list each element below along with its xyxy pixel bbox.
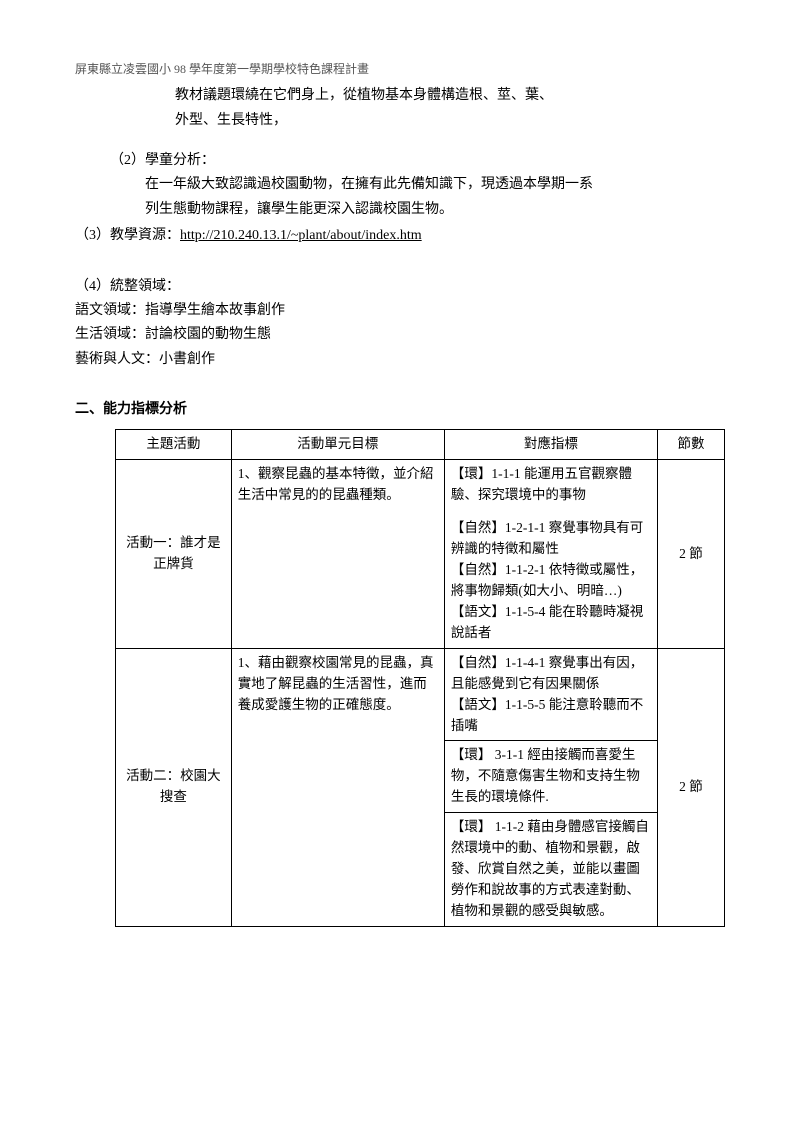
cell-indicator-2c: 【環】 1-1-2 藉由身體感官接觸自然環境中的動、植物和景觀，啟發、欣賞自然之… <box>444 813 657 927</box>
item-4-line-1: 生活領域：討論校園的動物生態 <box>75 324 725 346</box>
table-row: 活動二：校園大搜查 1、藉由觀察校園常見的昆蟲，真實地了解昆蟲的生活習性，進而養… <box>116 648 725 741</box>
item-3-label: （3）教學資源： <box>75 228 180 243</box>
cell-indicator-1: 【環】1-1-1 能運用五官觀察體驗、探究環境中的事物 【自然】1-2-1-1 … <box>444 460 657 648</box>
th-goal: 活動單元目標 <box>231 430 444 460</box>
page-header: 屏東縣立凌雲國小 98 學年度第一學期學校特色課程計畫 <box>75 60 725 79</box>
intro-line-2: 外型、生長特性， <box>75 110 725 132</box>
cell-topic-2: 活動二：校園大搜查 <box>116 648 232 926</box>
item-2-label: （2）學童分析： <box>110 150 725 172</box>
item-4-line-0: 語文領域：指導學生繪本故事創作 <box>75 300 725 322</box>
cell-count-1: 2 節 <box>657 460 724 648</box>
cell-indicator-2b: 【環】 3-1-1 經由接觸而喜愛生物，不隨意傷害生物和支持生物生長的環境條件. <box>444 741 657 813</box>
cell-goal-2: 1、藉由觀察校園常見的昆蟲，真實地了解昆蟲的生活習性，進而養成愛護生物的正確態度… <box>231 648 444 926</box>
analysis-table: 主題活動 活動單元目標 對應指標 節數 活動一：誰才是正牌貨 1、觀察昆蟲的基本… <box>115 429 725 926</box>
cell-topic-1: 活動一：誰才是正牌貨 <box>116 460 232 648</box>
item-3: （3）教學資源：http://210.240.13.1/~plant/about… <box>75 225 725 247</box>
item-4-line-2: 藝術與人文：小書創作 <box>75 349 725 371</box>
th-count: 節數 <box>657 430 724 460</box>
item-2-line-1: 在一年級大致認識過校園動物，在擁有此先備知識下，現透過本學期一系 <box>75 174 725 196</box>
table-row: 活動一：誰才是正牌貨 1、觀察昆蟲的基本特徵，並介紹生活中常見的的昆蟲種類。 【… <box>116 460 725 648</box>
ind-1b: 【自然】1-2-1-1 察覺事物具有可辨識的特徵和屬性【自然】1-1-2-1 依… <box>451 518 651 644</box>
intro-line-1: 教材議題環繞在它們身上，從植物基本身體構造根、莖、葉、 <box>75 85 725 107</box>
item-4-label: （4）統整領域： <box>75 276 725 298</box>
item-2-line-2: 列生態動物課程，讓學生能更深入認識校園生物。 <box>75 199 725 221</box>
table-header-row: 主題活動 活動單元目標 對應指標 節數 <box>116 430 725 460</box>
resource-link[interactable]: http://210.240.13.1/~plant/about/index.h… <box>180 228 422 243</box>
cell-goal-1: 1、觀察昆蟲的基本特徵，並介紹生活中常見的的昆蟲種類。 <box>231 460 444 648</box>
ind-1a: 【環】1-1-1 能運用五官觀察體驗、探究環境中的事物 <box>451 466 632 502</box>
cell-indicator-2a: 【自然】1-1-4-1 察覺事出有因，且能感覺到它有因果關係【語文】1-1-5-… <box>444 648 657 741</box>
th-topic: 主題活動 <box>116 430 232 460</box>
cell-count-2: 2 節 <box>657 648 724 926</box>
section-2-title: 二、能力指標分析 <box>75 399 725 421</box>
th-indicator: 對應指標 <box>444 430 657 460</box>
